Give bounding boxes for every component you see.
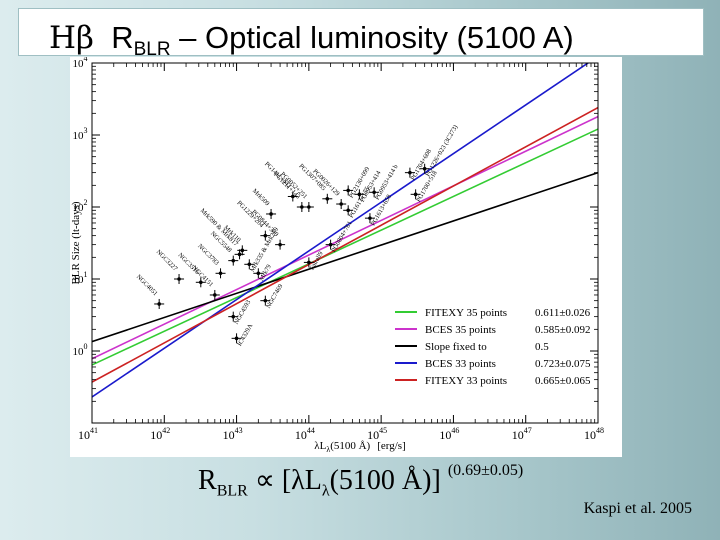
- legend-name: Slope fixed to: [425, 341, 487, 353]
- title-bar: Hβ RBLR – Optical luminosity (5100 A): [18, 8, 704, 60]
- point-marker: [256, 271, 261, 276]
- point-marker: [346, 188, 350, 193]
- legend-entry: FITEXY 33 points 0.665±0.065: [395, 375, 591, 387]
- point-marker: [199, 280, 203, 285]
- x-axis-label-rest: (5100 Å): [330, 440, 370, 452]
- formula-wave: (5100 Å)]: [329, 465, 441, 496]
- point-marker: [357, 192, 362, 197]
- point-marker: [263, 233, 268, 238]
- title-rest: – Optical luminosity (5100 A): [170, 20, 574, 55]
- x-axis-label-main: λL: [314, 440, 326, 452]
- x-tick-label: 1045: [367, 426, 387, 442]
- legend-entry: BCES 33 points 0.723±0.075: [395, 358, 591, 370]
- point-marker: [307, 260, 311, 265]
- y-tick-label: 100: [73, 342, 88, 358]
- point-marker: [413, 192, 418, 197]
- scatter-plot: NGC4051NGC3227NGC3516NGC4151NGC3783NGC55…: [70, 54, 622, 457]
- point-marker: [422, 166, 427, 171]
- y-tick-label: 103: [73, 126, 88, 142]
- point-marker: [408, 170, 412, 175]
- chart-panel: NGC4051 NGC3227 NGC3516 NGC4151 NGC3783 NGC55…: [70, 54, 622, 457]
- legend-name: FITEXY 33 points: [425, 375, 507, 387]
- point-marker: [240, 248, 245, 253]
- legend-value: 0.5: [535, 341, 549, 353]
- fit-line: [92, 171, 598, 343]
- x-tick-label: 1043: [223, 426, 243, 442]
- y-tick-label: 104: [73, 57, 88, 70]
- slide-title: Hβ RBLR – Optical luminosity (5100 A): [49, 20, 574, 61]
- plot-frame: [91, 62, 599, 424]
- x-axis-label-sub: λ: [326, 445, 330, 454]
- legend-value: 0.585±0.092: [535, 324, 591, 336]
- point-marker: [263, 298, 268, 303]
- formula-lambda-subscript: λ: [321, 482, 330, 500]
- x-axis-label-text: λLλ(5100 Å) [erg/s]: [314, 440, 406, 454]
- formula-propto: ∝: [247, 465, 282, 496]
- legend-value: 0.665±0.065: [535, 375, 591, 387]
- citation: Kaspi et al. 2005: [583, 500, 692, 517]
- x-tick-label: 1042: [150, 426, 170, 442]
- legend-entry: FITEXY 35 points 0.611±0.026: [395, 307, 591, 319]
- scaling-relation: RBLR ∝ [λLλ(5100 Å)] (0.69±0.05): [198, 462, 523, 501]
- point-marker: [234, 336, 239, 341]
- point-marker: [218, 271, 223, 276]
- point-marker: [157, 302, 161, 306]
- x-axis-label-units: [erg/s]: [377, 440, 406, 452]
- fit-line: [92, 128, 598, 366]
- legend-value: 0.611±0.026: [535, 307, 591, 319]
- point-marker: [278, 242, 282, 247]
- point-marker: [328, 242, 333, 247]
- legend-entry: Slope fixed to 0.5: [395, 341, 549, 353]
- x-tick-label: 1041: [78, 426, 98, 442]
- point-marker: [177, 277, 181, 281]
- title-r: R: [111, 20, 134, 55]
- point-marker: [368, 216, 372, 220]
- legend-name: BCES 33 points: [425, 358, 496, 370]
- point-marker: [291, 194, 295, 199]
- point-marker: [247, 262, 252, 267]
- fit-line: [92, 115, 598, 360]
- x-tick-label: 1044: [295, 426, 315, 442]
- legend-value: 0.723±0.075: [535, 358, 591, 370]
- point-marker: [213, 293, 217, 297]
- x-tick-label: 1046: [439, 426, 459, 442]
- point-marker: [231, 258, 236, 263]
- formula-r: R: [198, 465, 217, 496]
- y-axis-label: BLR Size (lt-days): [70, 201, 82, 284]
- legend-entry: BCES 35 points 0.585±0.092: [395, 324, 591, 336]
- point-marker: [307, 205, 311, 209]
- point-marker: [237, 252, 242, 257]
- formula-open: [λL: [281, 465, 322, 496]
- y-tick-label: 102: [73, 198, 88, 214]
- point-marker: [339, 202, 343, 206]
- x-tick-label: 1047: [512, 426, 532, 442]
- y-tick-label: 101: [73, 270, 88, 286]
- fit-line: [92, 63, 590, 398]
- fit-line: [92, 106, 598, 383]
- x-axis-label: λLλ(5100 Å) [erg/s]: [314, 440, 406, 454]
- title-r-subscript: BLR: [133, 39, 171, 61]
- formula-exponent: (0.69±0.05): [447, 462, 524, 479]
- title-hbeta: Hβ: [49, 20, 94, 56]
- point-marker: [346, 208, 350, 213]
- point-marker: [231, 314, 236, 319]
- x-tick-label: 1048: [584, 426, 604, 442]
- formula-r-subscript: BLR: [216, 482, 248, 500]
- legend-name: FITEXY 35 points: [425, 307, 507, 319]
- point-marker: [300, 205, 304, 209]
- point-marker: [269, 212, 273, 216]
- legend-name: BCES 35 points: [425, 324, 496, 336]
- point-marker: [325, 196, 330, 201]
- point-marker: [372, 190, 376, 195]
